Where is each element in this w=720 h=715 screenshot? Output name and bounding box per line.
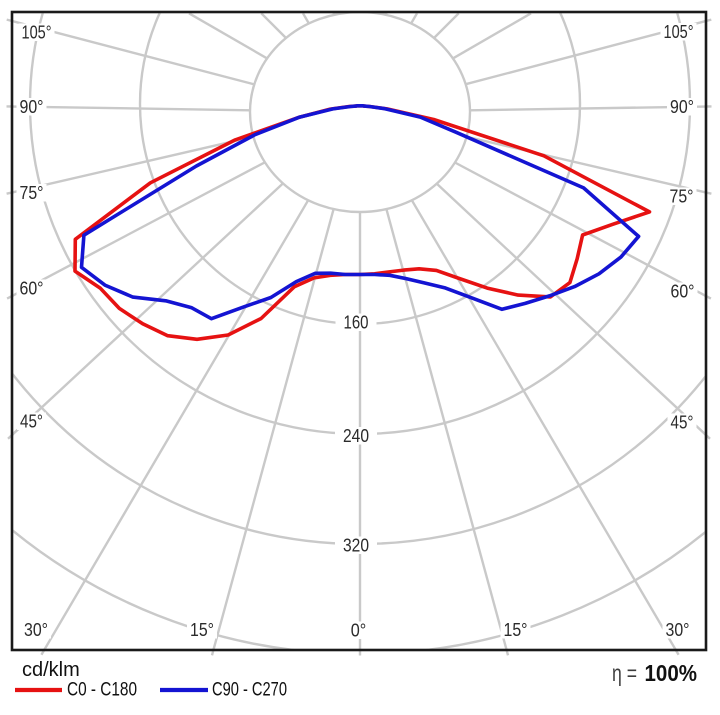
svg-text:75°: 75°	[670, 186, 694, 206]
svg-text:η =: η =	[612, 660, 637, 686]
svg-text:100%: 100%	[645, 660, 698, 686]
svg-text:240: 240	[343, 426, 369, 446]
svg-text:90°: 90°	[670, 97, 694, 117]
svg-text:C90 - C270: C90 - C270	[212, 680, 287, 701]
svg-text:60°: 60°	[20, 278, 44, 298]
svg-text:15°: 15°	[504, 620, 528, 640]
svg-text:15°: 15°	[190, 620, 214, 640]
svg-text:45°: 45°	[20, 411, 43, 431]
svg-text:320: 320	[343, 535, 369, 555]
svg-text:30°: 30°	[24, 620, 48, 640]
svg-text:75°: 75°	[20, 183, 44, 203]
svg-text:30°: 30°	[666, 620, 690, 640]
svg-text:60°: 60°	[671, 281, 695, 301]
svg-text:90°: 90°	[20, 97, 44, 117]
svg-text:0°: 0°	[351, 620, 367, 640]
svg-text:105°: 105°	[664, 22, 694, 42]
svg-text:160: 160	[344, 312, 369, 332]
svg-text:C0 - C180: C0 - C180	[67, 680, 137, 701]
svg-text:cd/klm: cd/klm	[22, 659, 80, 681]
svg-text:45°: 45°	[671, 412, 694, 432]
svg-text:105°: 105°	[22, 22, 52, 42]
